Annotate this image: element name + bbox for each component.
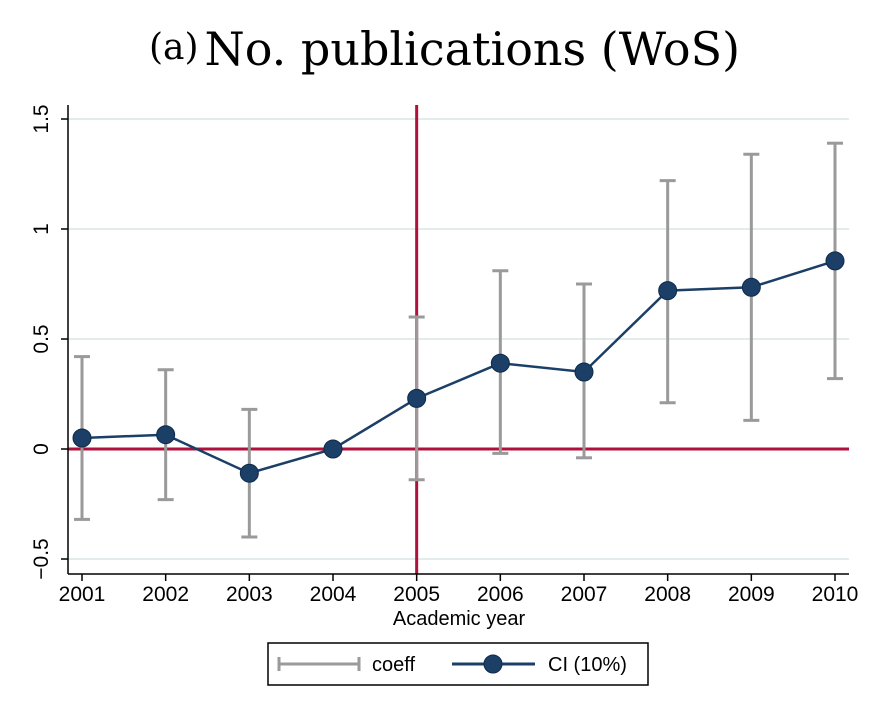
point-2004 <box>323 439 343 459</box>
title-text: No. publications (WoS) <box>204 22 741 76</box>
chart-title: (a) No. publications (WoS) <box>0 18 889 79</box>
y-tick-label-1: 0 <box>30 443 53 455</box>
x-tick-label-6: 2007 <box>561 583 608 606</box>
y-tick-label-0: −0.5 <box>30 538 53 579</box>
legend-coeff-label: coeff <box>372 654 415 676</box>
y-tick-label-2: 0.5 <box>30 324 53 353</box>
x-tick-label-1: 2002 <box>142 583 189 606</box>
y-tick-label-4: 1.5 <box>30 104 53 133</box>
x-tick-label-8: 2009 <box>728 583 775 606</box>
point-2005 <box>407 388 427 408</box>
point-2009 <box>741 277 761 297</box>
panel-label: (a) <box>148 27 199 68</box>
axes: −0.5 0 0.5 1 1.5 2001 2002 2003 2004 2005 2006 2007… <box>30 104 858 606</box>
x-axis-title: Academic year <box>393 608 526 630</box>
point-2008 <box>658 281 678 301</box>
legend: coeff CI (10%) <box>267 642 649 686</box>
x-tick-label-9: 2010 <box>812 583 859 606</box>
x-tick-label-4: 2005 <box>393 583 440 606</box>
point-2007 <box>574 362 594 382</box>
y-tick-label-3: 1 <box>30 223 53 235</box>
error-bars <box>74 141 843 539</box>
point-2001 <box>72 428 92 448</box>
x-tick-label-2: 2003 <box>226 583 273 606</box>
ci-line <box>81 259 836 475</box>
x-tick-label-7: 2008 <box>644 583 691 606</box>
gridlines <box>68 118 849 560</box>
series-points <box>72 251 845 483</box>
x-tick-label-0: 2001 <box>59 583 106 606</box>
point-2002 <box>156 425 176 445</box>
x-tick-label-5: 2006 <box>477 583 524 606</box>
point-2006 <box>490 353 510 373</box>
x-tick-label-3: 2004 <box>310 583 357 606</box>
series-line <box>81 259 836 475</box>
legend-ci-label: CI (10%) <box>548 654 627 676</box>
point-2010 <box>825 251 845 271</box>
point-2003 <box>239 463 259 483</box>
legend-ci-marker <box>483 654 503 674</box>
